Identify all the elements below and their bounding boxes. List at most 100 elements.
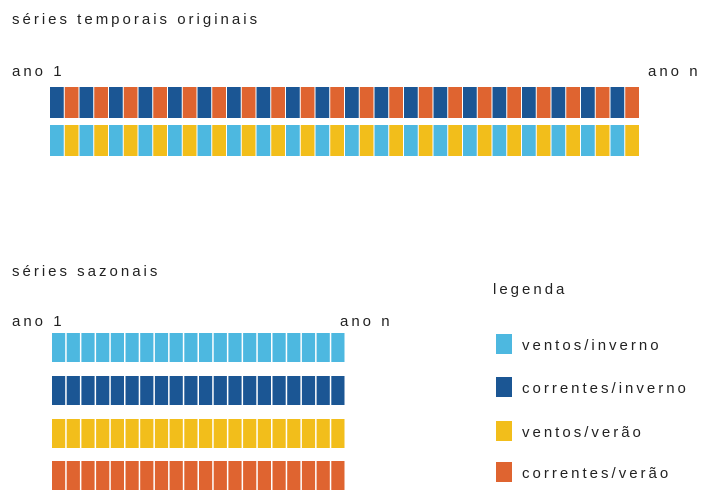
cell	[140, 376, 154, 405]
cell	[331, 333, 345, 362]
cell	[52, 419, 66, 448]
cell	[241, 125, 256, 156]
legend-swatch	[496, 462, 512, 482]
cell	[287, 376, 301, 405]
legend-swatch	[496, 334, 512, 354]
cell	[153, 87, 167, 118]
cell	[125, 461, 139, 490]
cell	[433, 87, 448, 118]
cell	[213, 376, 227, 405]
cell	[330, 125, 344, 156]
cell	[64, 125, 79, 156]
cell	[448, 125, 462, 156]
cell	[66, 419, 80, 448]
cell	[52, 333, 66, 362]
cell	[581, 87, 595, 118]
cell	[272, 333, 286, 362]
cell	[110, 461, 124, 490]
cell	[109, 87, 123, 118]
cell	[96, 333, 110, 362]
legend-title: legenda	[493, 281, 567, 298]
cell	[64, 87, 79, 118]
legend-label: correntes/inverno	[522, 380, 689, 397]
cell	[227, 87, 241, 118]
cell	[228, 376, 242, 405]
cell	[271, 87, 285, 118]
cell	[316, 419, 330, 448]
end-label: ano n	[648, 63, 701, 80]
cell	[331, 461, 345, 490]
cell	[331, 376, 345, 405]
legend-label: ventos/verão	[522, 424, 644, 441]
cell	[315, 125, 330, 156]
cell	[52, 461, 66, 490]
cell	[81, 461, 95, 490]
cell	[228, 461, 242, 490]
cell	[197, 125, 212, 156]
cell	[301, 461, 316, 490]
cell	[110, 333, 124, 362]
cell	[477, 87, 492, 118]
cell	[345, 125, 359, 156]
section-title: séries sazonais	[12, 263, 160, 280]
cell	[184, 461, 198, 490]
cell	[536, 125, 551, 156]
cell	[463, 125, 477, 156]
cell	[66, 461, 80, 490]
cell	[140, 419, 154, 448]
cell	[79, 87, 94, 118]
cell	[197, 87, 212, 118]
cell	[199, 376, 213, 405]
cell	[66, 376, 80, 405]
cell	[227, 125, 241, 156]
cell	[463, 87, 477, 118]
cell	[154, 333, 169, 362]
cell	[566, 125, 580, 156]
section-title: séries temporais originais	[12, 11, 260, 28]
cell	[256, 125, 271, 156]
cell	[257, 333, 271, 362]
cell	[228, 419, 242, 448]
cell	[301, 419, 316, 448]
cell	[330, 87, 344, 118]
start-label: ano 1	[12, 63, 65, 80]
cell	[140, 333, 154, 362]
cell	[169, 333, 183, 362]
cell	[154, 419, 169, 448]
cell	[79, 125, 94, 156]
cell	[50, 125, 64, 156]
cell	[81, 333, 95, 362]
cell	[243, 333, 257, 362]
cell	[272, 376, 286, 405]
cell	[316, 461, 330, 490]
cell	[418, 125, 433, 156]
cell	[96, 461, 110, 490]
cell	[110, 419, 124, 448]
cell	[257, 461, 271, 490]
cell	[625, 125, 639, 156]
cell	[199, 333, 213, 362]
cell	[625, 87, 639, 118]
legend: ventos/inverno correntes/inverno ventos/ve…	[496, 334, 689, 482]
cell	[316, 376, 330, 405]
cell	[110, 376, 124, 405]
cell	[184, 376, 198, 405]
cell	[123, 87, 138, 118]
cell	[300, 87, 315, 118]
cell	[96, 419, 110, 448]
cell	[199, 419, 213, 448]
cell	[287, 461, 301, 490]
cell	[286, 125, 300, 156]
cell	[286, 87, 300, 118]
cell	[199, 461, 213, 490]
cell	[418, 87, 433, 118]
cell	[228, 333, 242, 362]
cell	[169, 419, 183, 448]
cell	[331, 419, 345, 448]
cell	[81, 419, 95, 448]
cell	[492, 125, 507, 156]
cell	[256, 87, 271, 118]
cells	[50, 87, 639, 490]
cell	[433, 125, 448, 156]
cell	[477, 125, 492, 156]
